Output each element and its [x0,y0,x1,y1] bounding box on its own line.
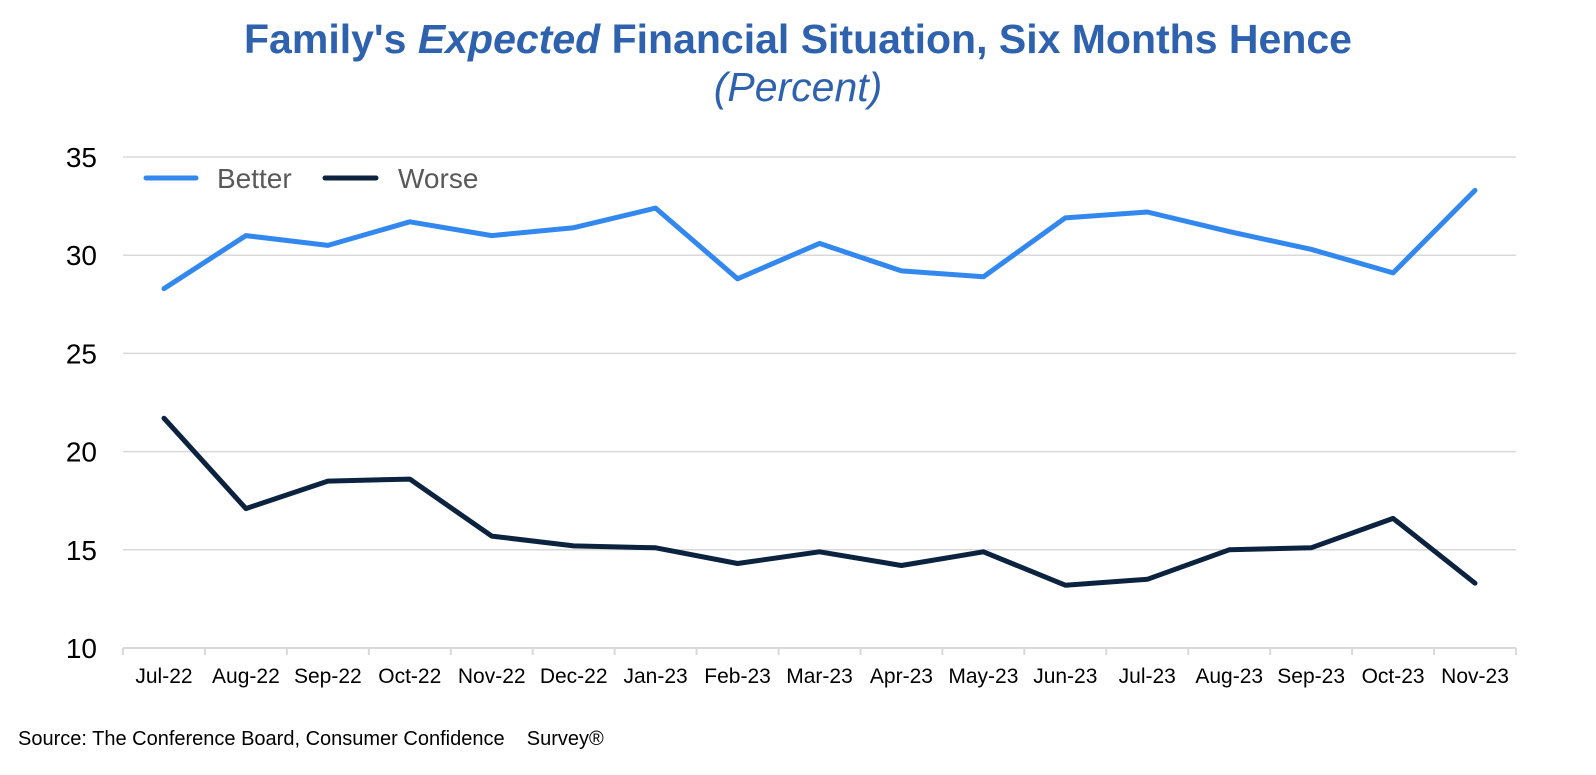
legend: Better Worse [143,163,478,194]
x-tick-label: Oct-22 [378,665,441,688]
y-tick-label: 20 [66,437,97,468]
x-tick-label: Sep-23 [1277,665,1345,688]
title-part-3: Financial Situation, Six Months Hence [611,16,1352,62]
x-tick-label: Jul-22 [135,665,192,688]
x-tick-label: Sep-22 [294,665,362,688]
x-axis: Jul-22 Aug-22 Sep-22 Oct-22 Nov-22 Dec-22 Jan-… [122,647,1517,688]
x-tick-label: Nov-22 [458,665,526,688]
x-tick-label: Jun-23 [1033,665,1097,688]
x-tick-label: Aug-22 [212,665,280,688]
legend-label-worse: Worse [398,163,478,194]
title-part-2: Expected [417,16,601,62]
x-tick-label: Feb-23 [704,665,771,688]
legend-label-better: Better [217,163,292,194]
x-tick-label: Nov-23 [1441,665,1509,688]
x-tick-label: Jul-23 [1119,665,1176,688]
series-lines [161,187,1478,588]
x-tick-label: Aug-23 [1195,665,1263,688]
y-tick-label: 30 [66,240,97,271]
y-tick-label: 15 [66,535,97,566]
y-tick-label: 35 [66,142,97,173]
x-tick-label: Apr-23 [870,665,933,688]
chart-title-block: Family's Expected Financial Situation, S… [0,14,1596,110]
y-axis: 10 15 20 25 30 35 [66,142,97,664]
series-line-better [161,187,1478,292]
title-part-1: Family's [244,16,407,62]
chart-subtitle: (Percent) [713,64,883,110]
x-tick-label: Dec-22 [540,665,608,688]
grid-lines [123,156,1516,551]
y-tick-label: 25 [66,338,97,369]
y-tick-label: 10 [66,633,97,664]
x-tick-label: Oct-23 [1362,665,1425,688]
x-tick-label: Jan-23 [624,665,688,688]
series-line-worse [161,415,1478,588]
x-tick-label: May-23 [948,665,1018,688]
chart-title: Family's Expected Financial Situation, S… [0,14,1596,64]
x-tick-label: Mar-23 [786,665,853,688]
source-note: Source: The Conference Board, Consumer C… [18,728,604,750]
